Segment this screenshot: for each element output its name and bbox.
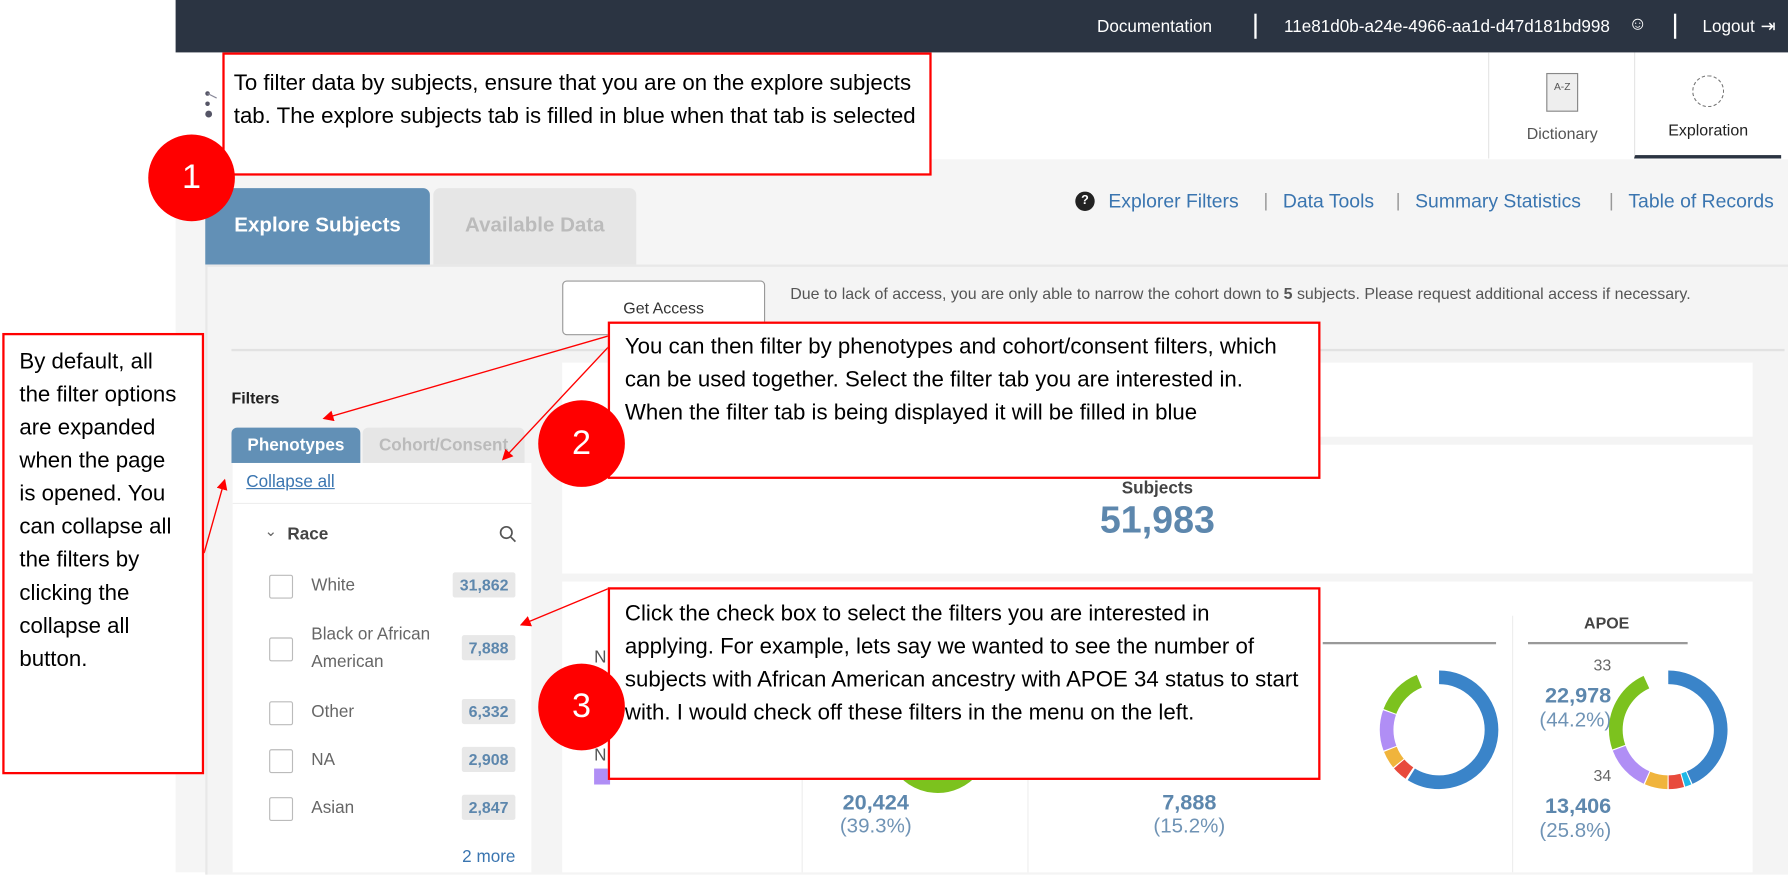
user-icon: ☺ bbox=[1628, 14, 1647, 35]
checkbox[interactable] bbox=[269, 701, 294, 726]
apoe-value-33: 22,978 bbox=[1544, 684, 1612, 709]
search-icon[interactable] bbox=[499, 525, 517, 543]
legend-label: N bbox=[594, 745, 607, 766]
logout-button[interactable]: Logout bbox=[1702, 17, 1755, 37]
access-limit-count: 5 bbox=[1283, 283, 1293, 303]
filter-item-label: Asian bbox=[311, 798, 355, 818]
apoe-chart-title: APOE bbox=[1584, 613, 1630, 632]
link-separator: | bbox=[1608, 191, 1614, 211]
filter-item-count: 2,908 bbox=[461, 746, 516, 772]
apoe-percent-34: (25.8%) bbox=[1539, 818, 1612, 842]
arrow bbox=[519, 587, 610, 627]
arrow bbox=[501, 331, 624, 461]
show-more-link[interactable]: 2 more bbox=[462, 847, 516, 867]
filter-item-count: 2,847 bbox=[461, 794, 516, 820]
nav-tab-exploration[interactable]: Exploration bbox=[1634, 52, 1782, 159]
filter-item-white[interactable]: White 31,862 bbox=[233, 572, 532, 599]
filter-item-na[interactable]: NA 2,908 bbox=[233, 746, 532, 774]
filter-item-asian[interactable]: Asian 2,847 bbox=[233, 794, 532, 822]
filter-panel: Collapse all ⌄ Race White 31,862 Black o… bbox=[232, 462, 532, 873]
data-tools-link[interactable]: Data Tools bbox=[1282, 190, 1375, 213]
access-note-text: Due to lack of access, you are only able… bbox=[790, 283, 1284, 303]
annotation-badge-1: 1 bbox=[148, 134, 235, 222]
apoe-percent-33: (44.2%) bbox=[1539, 708, 1612, 731]
logo-icon[interactable] bbox=[203, 89, 219, 119]
annotation-1: To filter data by subjects, ensure that … bbox=[222, 52, 932, 176]
table-of-records-link[interactable]: Table of Records bbox=[1628, 190, 1774, 213]
apoe-label-33: 33 bbox=[1593, 655, 1612, 674]
checkbox[interactable] bbox=[269, 749, 294, 774]
checkbox[interactable] bbox=[269, 797, 294, 822]
filters-title: Filters bbox=[231, 388, 280, 408]
annotation-collapse: By default, all the filter options are e… bbox=[2, 332, 205, 775]
chart-value: 7,888 bbox=[1162, 791, 1217, 816]
filter-item-label: White bbox=[311, 575, 356, 596]
link-separator: | bbox=[1395, 191, 1401, 211]
divider bbox=[1673, 13, 1677, 39]
arrow bbox=[322, 331, 623, 422]
filter-item-count: 6,332 bbox=[461, 699, 516, 725]
documentation-link[interactable]: Documentation bbox=[1096, 17, 1213, 37]
divider bbox=[1528, 641, 1688, 645]
checkbox[interactable] bbox=[269, 637, 294, 662]
divider bbox=[1322, 641, 1497, 645]
filter-item-count: 7,888 bbox=[461, 635, 516, 661]
race-filter-group[interactable]: Race bbox=[287, 524, 329, 544]
chart-percent: (39.3%) bbox=[839, 814, 912, 837]
filter-item-other[interactable]: Other 6,332 bbox=[233, 699, 532, 726]
divider bbox=[1254, 13, 1257, 39]
tab-explore-subjects[interactable]: Explore Subjects bbox=[205, 188, 430, 265]
filter-item-label: Black or African American bbox=[311, 624, 431, 672]
logout-icon[interactable]: ⇥ bbox=[1760, 17, 1776, 37]
nav-tab-exploration-label: Exploration bbox=[1668, 120, 1749, 140]
nav-tab-dictionary-label: Dictionary bbox=[1526, 124, 1598, 143]
exploration-people-icon bbox=[1692, 75, 1725, 108]
apoe-donut-chart bbox=[1608, 670, 1728, 790]
chevron-down-icon[interactable]: ⌄ bbox=[264, 522, 277, 540]
dictionary-book-icon: A-Z bbox=[1546, 72, 1579, 112]
annotation-2: You can then filter by phenotypes and co… bbox=[607, 321, 1321, 479]
filter-item-label: Other bbox=[311, 702, 355, 722]
nav-tab-dictionary[interactable]: A-Z Dictionary bbox=[1488, 52, 1635, 159]
access-note: Due to lack of access, you are only able… bbox=[790, 281, 1748, 322]
top-bar: Documentation 11e81d0b-a24e-4966-aa1d-d4… bbox=[175, 0, 1788, 53]
legend-label: N bbox=[594, 647, 607, 668]
annotation-badge-3: 3 bbox=[538, 663, 625, 751]
collapse-all-link[interactable]: Collapse all bbox=[246, 472, 335, 492]
filter-tab-phenotypes[interactable]: Phenotypes bbox=[231, 427, 361, 463]
help-icon[interactable]: ? bbox=[1075, 191, 1095, 211]
checkbox[interactable] bbox=[269, 574, 294, 599]
summary-statistics-link[interactable]: Summary Statistics bbox=[1415, 190, 1582, 213]
annotation-badge-2: 2 bbox=[538, 400, 625, 487]
arrow bbox=[203, 478, 228, 554]
filter-item-black-or-african-american[interactable]: Black or African American 7,888 bbox=[233, 621, 532, 676]
apoe-value-34: 13,406 bbox=[1544, 794, 1612, 819]
filter-tab-cohort-consent[interactable]: Cohort/Consent bbox=[362, 427, 525, 463]
divider bbox=[232, 502, 532, 505]
subjects-label: Subjects bbox=[1121, 478, 1194, 499]
filter-item-count: 31,862 bbox=[452, 572, 516, 598]
donut-chart bbox=[1379, 670, 1499, 790]
access-note-text: subjects. Please request additional acce… bbox=[1292, 283, 1691, 303]
subjects-count: 51,983 bbox=[1099, 498, 1215, 541]
chart-percent: (15.2%) bbox=[1153, 814, 1226, 837]
annotation-3: Click the check box to select the filter… bbox=[607, 587, 1321, 780]
explorer-filters-link[interactable]: Explorer Filters bbox=[1108, 190, 1239, 213]
link-separator: | bbox=[1263, 191, 1269, 211]
divider bbox=[1512, 615, 1514, 873]
user-id[interactable]: 11e81d0b-a24e-4966-aa1d-d47d181bd998 bbox=[1283, 17, 1610, 37]
legend-swatch bbox=[594, 768, 611, 785]
chart-value: 20,424 bbox=[842, 791, 909, 816]
tab-available-data[interactable]: Available Data bbox=[433, 188, 637, 265]
filter-item-label: NA bbox=[311, 750, 336, 770]
apoe-label-34: 34 bbox=[1593, 766, 1612, 785]
